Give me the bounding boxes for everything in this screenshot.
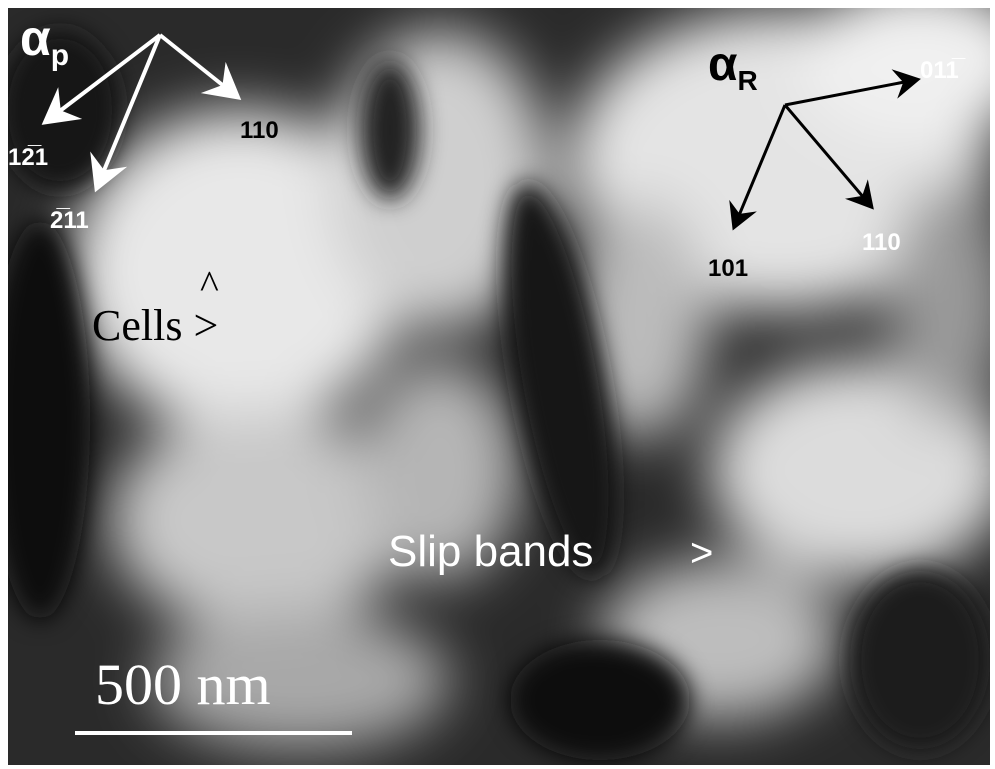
micrograph: αp 12̅1 2̅11 110 αR 011̅ 110 101 ^ Cells… [0,0,995,769]
subscript: p [51,39,69,72]
cells-label: Cells > [92,301,218,350]
direction-label: 12̅1 [8,144,48,171]
direction-label: 110 [240,117,279,144]
direction-label: 2̅11 [50,207,89,234]
symbol: α [708,38,738,91]
subscript: R [738,65,758,96]
slip-bands-label: Slip bands [388,527,593,576]
scale-bar-label: 500 nm [95,652,271,717]
page: αp 12̅1 2̅11 110 αR 011̅ 110 101 ^ Cells… [0,0,995,769]
direction-label: 101 [708,255,748,282]
slip-bands-marker: > [690,531,713,575]
tem-image [0,0,995,765]
direction-label: 110 [862,229,901,256]
symbol: α [20,10,51,66]
